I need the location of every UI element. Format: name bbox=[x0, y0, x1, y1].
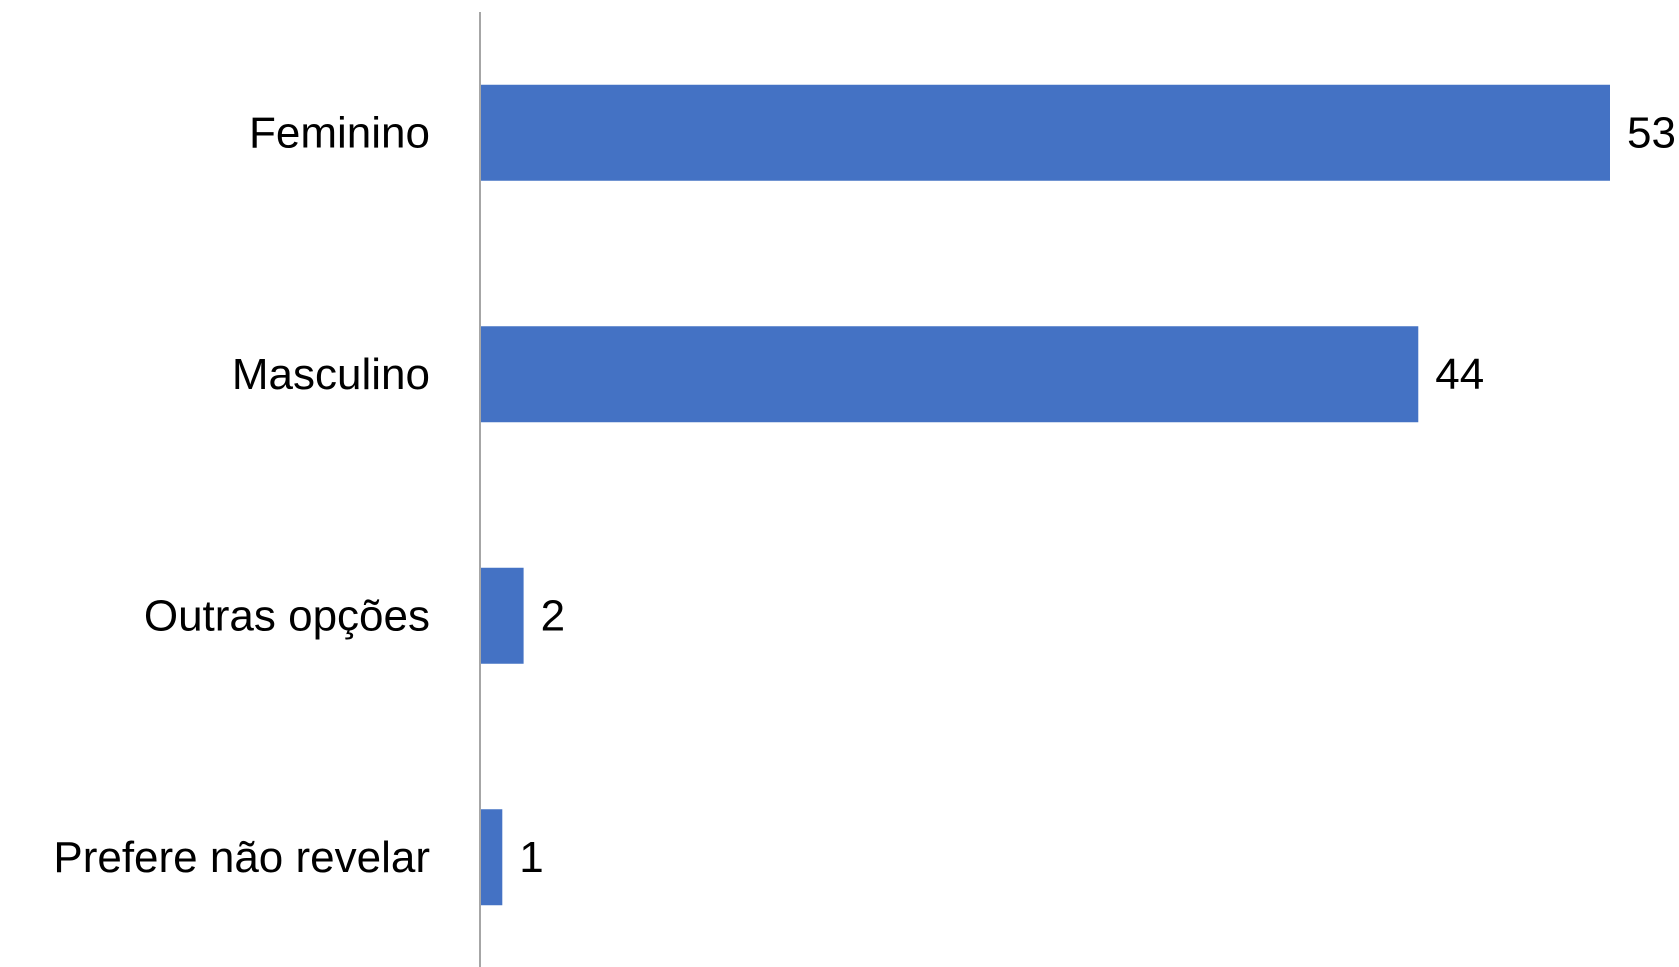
bar-outras-opcoes bbox=[481, 567, 524, 664]
category-label-outras-opcoes: Outras opções bbox=[144, 591, 430, 640]
bar-masculino bbox=[481, 326, 1419, 423]
bar-feminino bbox=[481, 84, 1610, 181]
data-label-feminino: 53 bbox=[1627, 108, 1676, 157]
category-label-prefere-nao-revelar: Prefere não revelar bbox=[53, 833, 430, 882]
data-label-prefere-nao-revelar: 1 bbox=[519, 833, 543, 882]
category-labels-group: Feminino Masculino Outras opções Prefere nã… bbox=[53, 108, 430, 882]
data-label-masculino: 44 bbox=[1435, 350, 1484, 399]
category-label-feminino: Feminino bbox=[249, 108, 430, 157]
bars-group bbox=[481, 84, 1610, 906]
category-label-masculino: Masculino bbox=[232, 350, 430, 399]
data-labels-group: 53 44 2 1 bbox=[519, 108, 1676, 882]
bar-prefere-nao-revelar bbox=[481, 809, 503, 906]
data-label-outras-opcoes: 2 bbox=[541, 591, 565, 640]
